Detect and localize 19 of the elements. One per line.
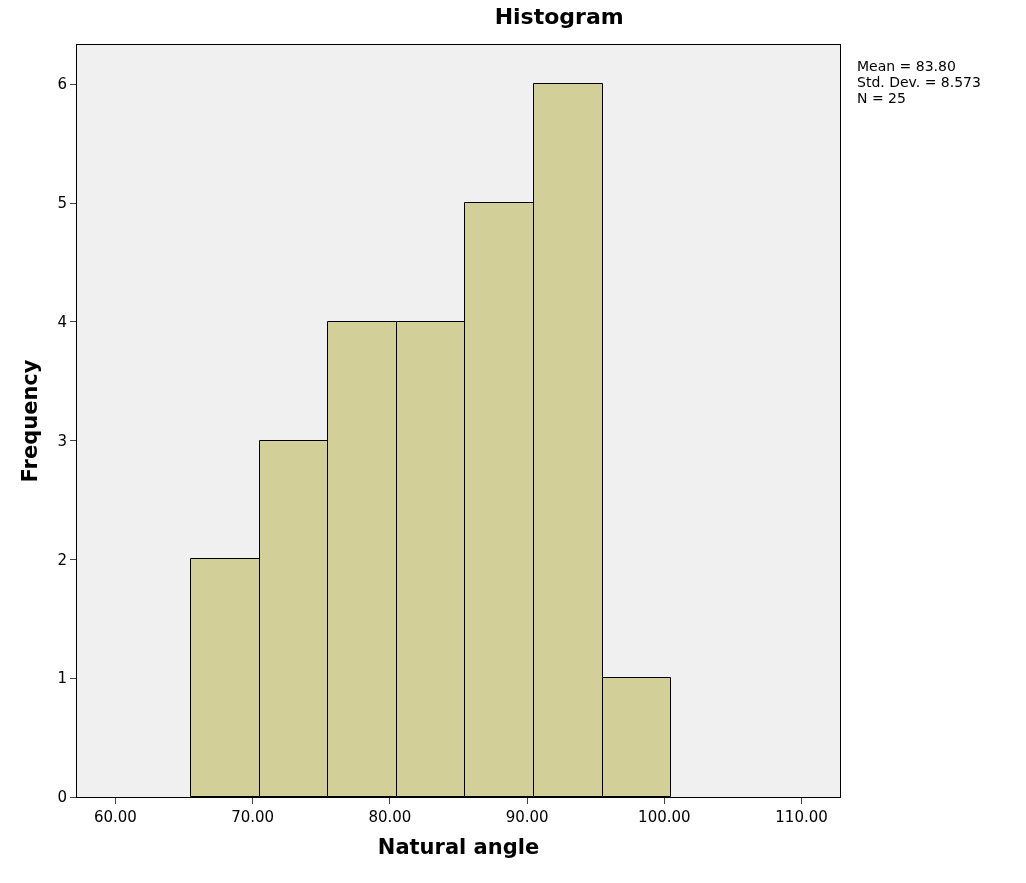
y-tick-label: 1 xyxy=(57,669,67,688)
x-tick-label: 100.00 xyxy=(638,808,691,826)
y-tick-label: 3 xyxy=(57,431,67,450)
y-axis-title: Frequency xyxy=(17,359,42,483)
x-tick-label: 110.00 xyxy=(775,808,828,826)
y-tick-label: 5 xyxy=(57,194,67,213)
x-tick-label: 60.00 xyxy=(93,808,137,826)
x-tick-label: 80.00 xyxy=(368,808,412,826)
y-tick-label: 0 xyxy=(57,788,67,807)
x-axis-title: Natural angle xyxy=(377,835,540,860)
y-tick-label: 2 xyxy=(57,550,67,569)
text: N = 25 xyxy=(857,90,906,106)
text: Std. Dev. = 8.573 xyxy=(857,74,981,90)
text: Mean = 83.80 xyxy=(857,58,956,74)
x-tick-label: 70.00 xyxy=(231,808,275,826)
x-tick-label: 90.00 xyxy=(505,808,549,826)
y-tick-label: 4 xyxy=(57,313,67,332)
chart-title: Histogram xyxy=(494,4,624,30)
y-tick-label: 6 xyxy=(57,75,67,94)
